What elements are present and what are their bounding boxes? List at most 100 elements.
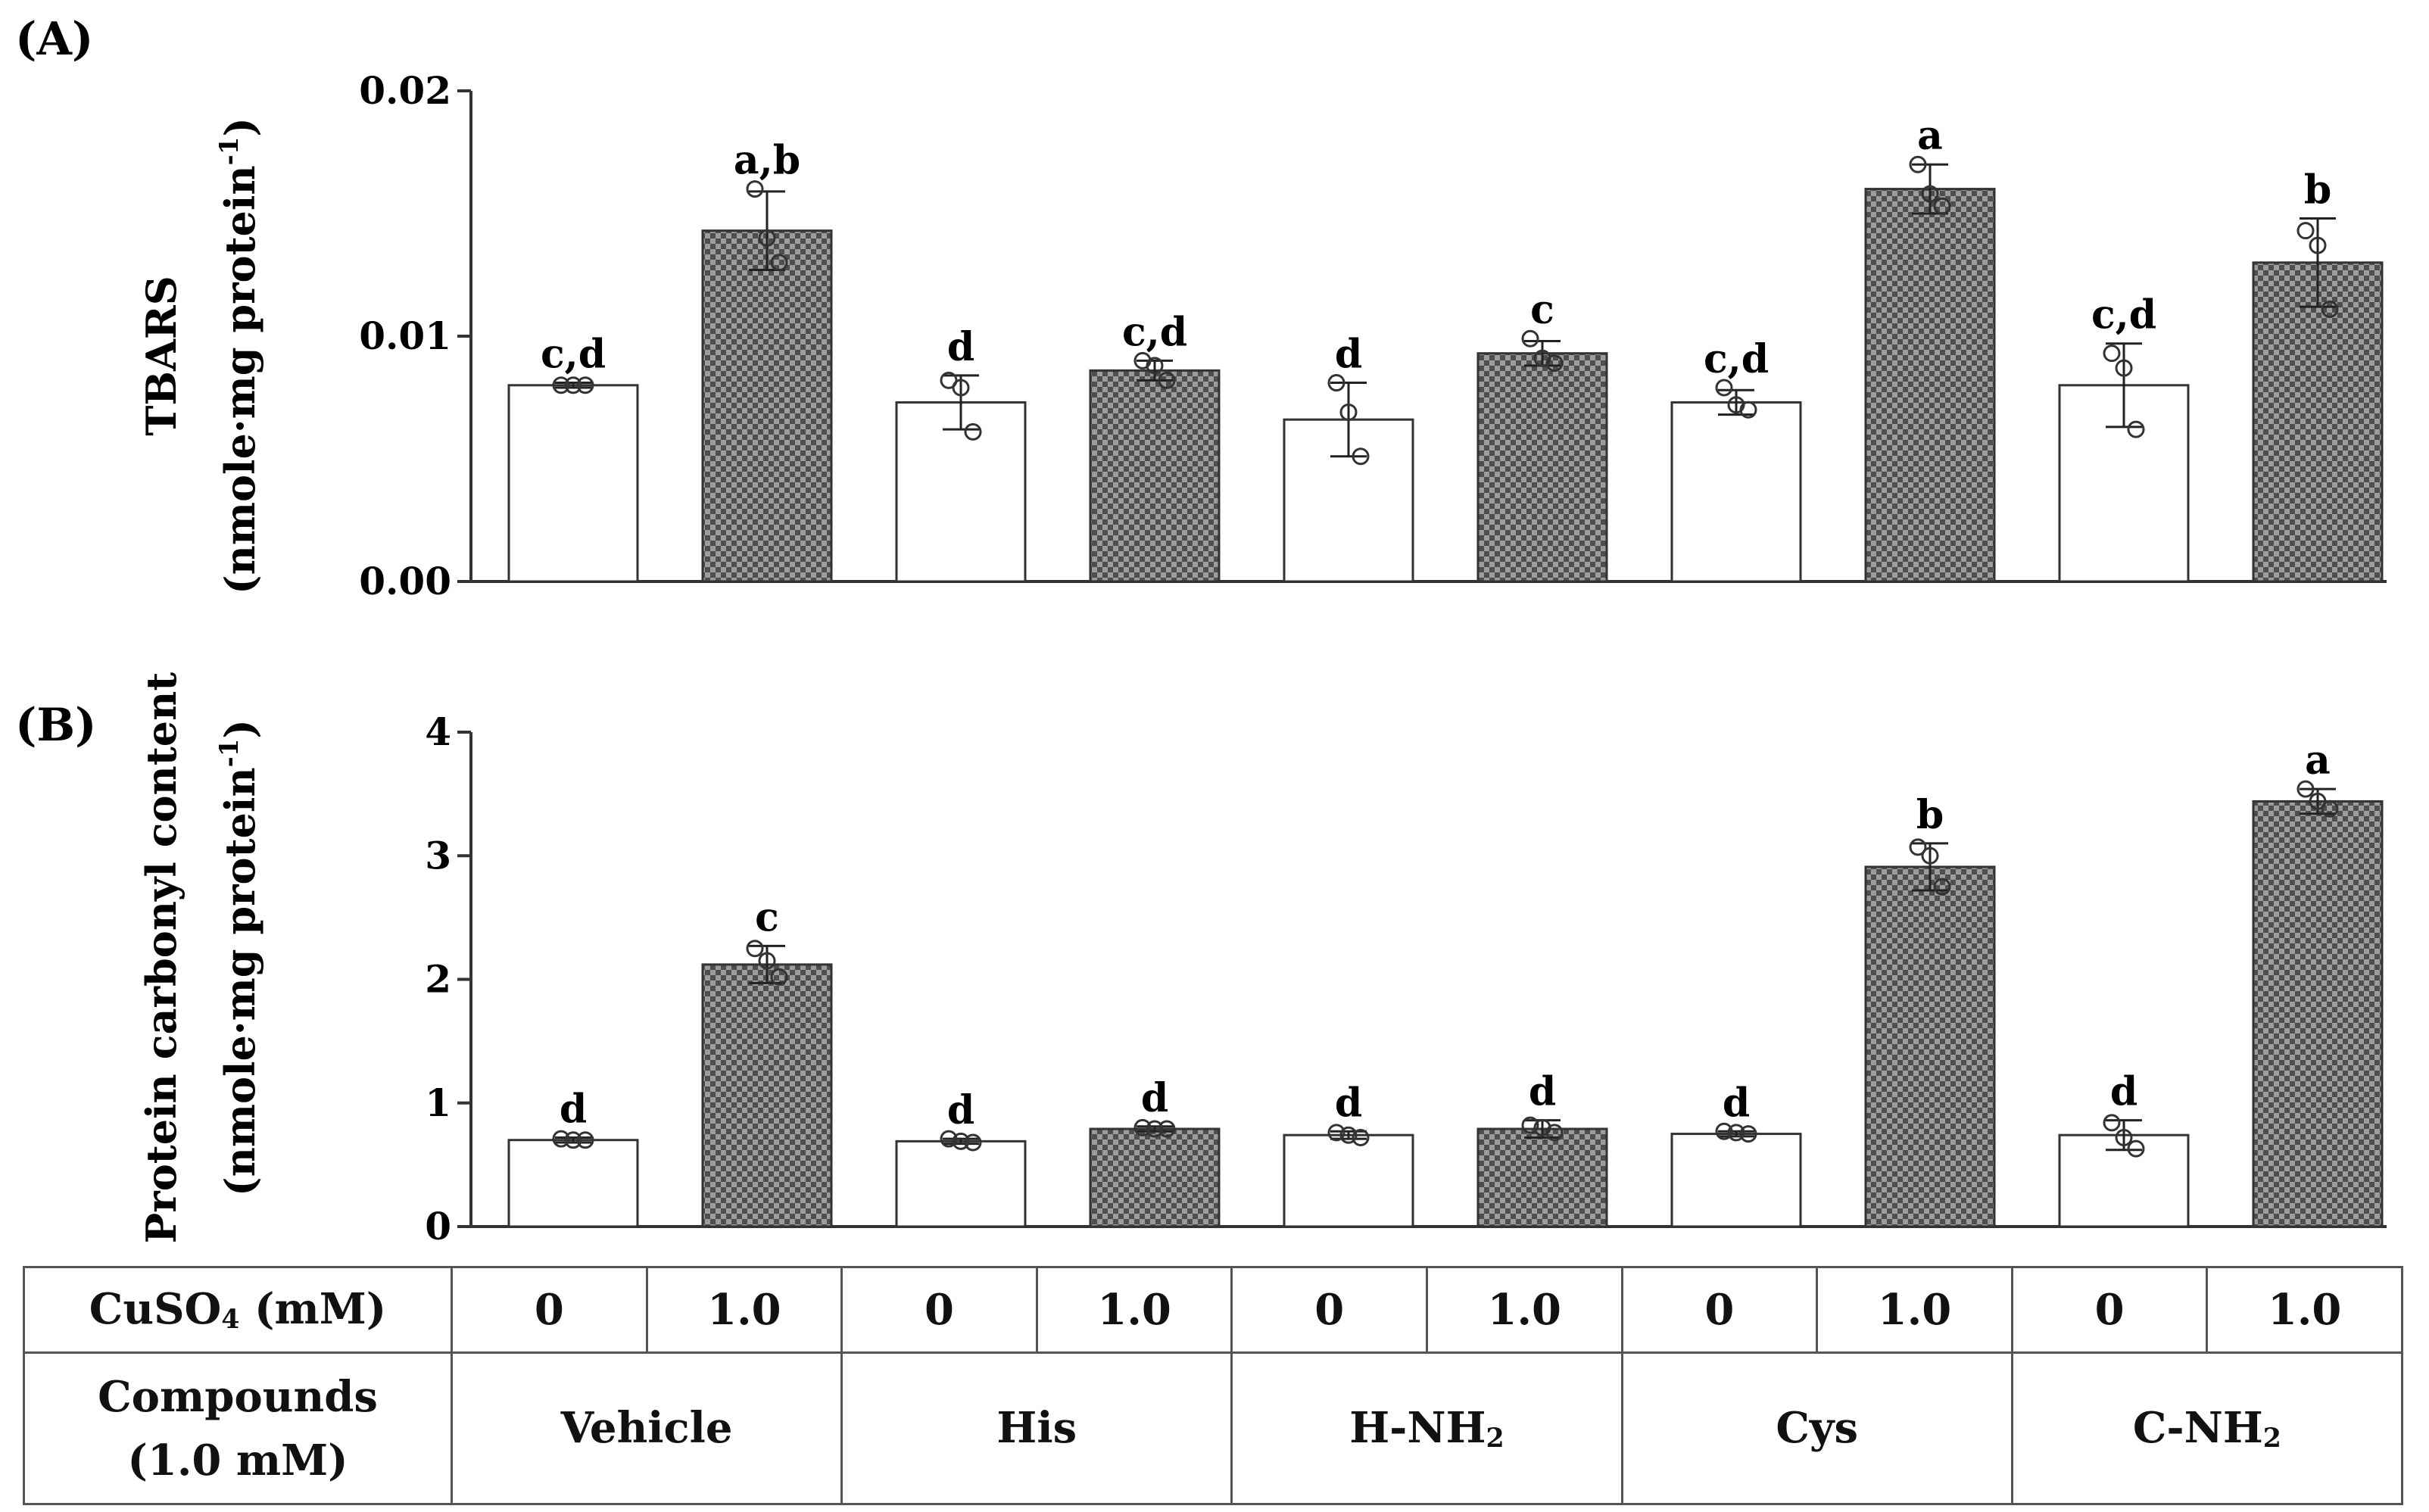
panel-a-data-point — [2321, 300, 2339, 318]
panel-a-significance-letter: a — [1917, 113, 1943, 159]
panel-a-significance-letter: b — [2304, 167, 2331, 213]
panel-a-significance-letter: d — [1335, 332, 1362, 378]
panel-a-significance-letter: c,d — [541, 332, 606, 378]
panel-a-significance-letter: a,b — [734, 138, 800, 184]
panel-b-significance-letter: d — [947, 1087, 974, 1133]
panel-a-data-point — [1739, 401, 1757, 419]
panel-b-data-point — [2321, 800, 2339, 818]
panel-a-data-point — [770, 254, 788, 272]
panel-a-data-point — [1352, 447, 1370, 466]
panel-a-data-point — [1327, 374, 1345, 392]
compounds-row-header: Compounds (1.0 mM) — [23, 1351, 453, 1505]
panel-b-data-point — [952, 1132, 970, 1150]
compound-cell-cys: Cys — [1620, 1351, 2013, 1505]
panel-a-bar — [1670, 401, 1802, 583]
panel-a-significance-letter: d — [947, 324, 974, 370]
panel-b-significance-letter: b — [1916, 792, 1944, 838]
compounds-row: Compounds (1.0 mM) Vehicle His H-NH2 Cys … — [23, 1351, 2404, 1505]
panel-b-y-axis-label: Protein carbonyl content (nmole·mg prote… — [137, 672, 264, 1244]
panel-b-axes: 0 1 2 3 4 d c d d d d d b d a — [425, 709, 2387, 1249]
panel-a-data-point — [1158, 371, 1176, 389]
panel-b-significance-letter: d — [560, 1086, 587, 1132]
panel-a-bar — [2252, 261, 2384, 583]
panel-b-data-point — [1352, 1128, 1370, 1146]
cuso4-cell: 0 — [451, 1266, 648, 1354]
panel-b-data-point — [2115, 1128, 2133, 1146]
compound-cell-his: His — [840, 1351, 1233, 1505]
panel-b-data-point — [770, 968, 788, 986]
compound-cell-c-nh2: C-NH2 — [2010, 1351, 2404, 1505]
panel-a-data-point — [552, 376, 570, 394]
treatment-table: CuSO4 (mM) 0 1.0 0 1.0 0 1.0 0 1.0 0 1.0… — [23, 1266, 2404, 1505]
panel-b-ylabel-line1: Protein carbonyl content — [137, 672, 186, 1244]
cuso4-cell: 1.0 — [1425, 1266, 1623, 1354]
panel-b-data-point — [2103, 1114, 2121, 1132]
cuso4-row-header: CuSO4 (mM) — [23, 1266, 453, 1354]
cuso4-cell: 0 — [2010, 1266, 2209, 1354]
panel-b-ylabel-line2: (nmole·mg protein-1) — [214, 719, 264, 1196]
panel-a-bar — [1476, 352, 1608, 583]
panel-a-data-point — [2296, 222, 2315, 240]
panel-b-bar — [507, 1139, 639, 1228]
panel-b-bar — [1476, 1127, 1608, 1228]
panel-a-significance-letter: c — [1530, 287, 1554, 333]
panel-a-data-point — [758, 229, 776, 247]
panel-a-data-point — [2115, 359, 2133, 377]
panel-b-significance-letter: c — [755, 894, 779, 940]
panel-a-data-point — [2127, 420, 2145, 438]
panel-a-data-point — [2309, 236, 2327, 254]
panel-b-data-point — [758, 952, 776, 970]
panel-a-bar — [701, 229, 833, 583]
panel-a-bar — [1864, 188, 1996, 583]
panel-a-axes: 0.00 0.01 0.02 c,d a,b d c,d d c c,d a c,d b — [359, 68, 2387, 603]
panel-b-bar — [895, 1139, 1027, 1228]
panel-b-data-point — [746, 940, 764, 958]
panel-b-data-point — [1327, 1124, 1345, 1142]
panel-b-significance-letter: d — [2110, 1069, 2137, 1115]
panel-a-significance-letter: c,d — [1704, 336, 1769, 382]
panel-b-data-point — [2127, 1139, 2145, 1158]
cuso4-cell: 1.0 — [1035, 1266, 1233, 1354]
panel-a-data-point — [1933, 197, 1951, 215]
panel-a-data-point — [564, 376, 582, 394]
panel-b-data-point — [1727, 1124, 1745, 1142]
panel-b-tick-label: 2 — [425, 957, 451, 1002]
panel-a-bar — [1283, 418, 1414, 583]
panel-b-bar — [701, 963, 833, 1228]
panel-b-bar — [1864, 865, 1996, 1228]
panel-a-bar — [507, 384, 639, 583]
panel-b-tick-label: 0 — [425, 1204, 451, 1249]
panel-a-data-point — [1909, 155, 1927, 173]
panel-a-data-point — [2103, 344, 2121, 363]
panel-a-tick-label: 0.00 — [359, 559, 451, 603]
panel-b-data-point — [1933, 878, 1951, 896]
panel-b-significance-letter: d — [1529, 1069, 1556, 1115]
panel-a-data-point — [1715, 379, 1733, 397]
panel-b-data-point — [1339, 1126, 1358, 1144]
panel-b-bar — [2252, 800, 2384, 1228]
panel-b-significance-letter: d — [1141, 1075, 1168, 1121]
panel-b-data-point — [1909, 838, 1927, 856]
panel-a-data-point — [1545, 354, 1564, 373]
panel-b-data-point — [576, 1131, 594, 1149]
panel-b-bar — [1283, 1133, 1414, 1228]
panel-b-data-point — [2296, 780, 2315, 798]
cuso4-cell: 0 — [840, 1266, 1038, 1354]
panel-b-data-point — [1158, 1120, 1176, 1138]
panel-b-significance-letter: d — [1723, 1080, 1750, 1126]
compound-cell-h-nh2: H-NH2 — [1230, 1351, 1623, 1505]
panel-a-label: (A) — [15, 13, 93, 66]
cuso4-cell: 1.0 — [645, 1266, 843, 1354]
cuso4-cell: 1.0 — [1816, 1266, 2013, 1354]
panel-b-data-point — [1921, 846, 1939, 865]
cuso4-cell: 0 — [1230, 1266, 1428, 1354]
panel-a-data-point — [1146, 357, 1164, 375]
panel-a-bar — [1089, 369, 1221, 583]
panel-b-bar — [1089, 1127, 1221, 1228]
panel-b-data-point — [1521, 1116, 1539, 1134]
cuso4-cell: 1.0 — [2206, 1266, 2403, 1354]
panel-b-data-point — [964, 1133, 982, 1152]
panel-b-significance-letter: a — [2305, 737, 2331, 784]
panel-a-significance-letter: c,d — [2091, 292, 2156, 338]
cuso4-row: CuSO4 (mM) 0 1.0 0 1.0 0 1.0 0 1.0 0 1.0 — [23, 1266, 2403, 1354]
